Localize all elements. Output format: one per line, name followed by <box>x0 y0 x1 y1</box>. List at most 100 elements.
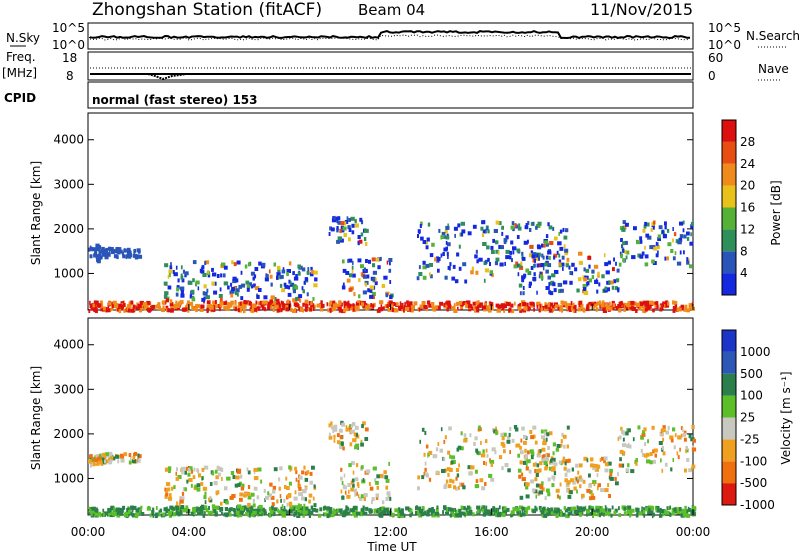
heatmap-cell <box>128 308 131 313</box>
heatmap-cell <box>343 300 346 305</box>
heatmap-cell <box>290 466 293 471</box>
heatmap-cell <box>491 304 494 309</box>
heatmap-cell <box>501 305 505 310</box>
heatmap-cell <box>545 437 548 442</box>
heatmap-cell <box>347 258 349 263</box>
heatmap-cell <box>427 222 431 227</box>
heatmap-cell <box>426 512 429 517</box>
heatmap-cell <box>115 304 118 309</box>
heatmap-cell <box>251 303 257 308</box>
heatmap-cell <box>167 285 172 290</box>
heatmap-cell <box>549 302 554 307</box>
heatmap-cell <box>264 498 266 503</box>
heatmap-cell <box>232 507 236 512</box>
heatmap-cell <box>506 507 510 512</box>
heatmap-cell <box>235 510 240 515</box>
heatmap-cell <box>256 306 260 311</box>
heatmap-cell <box>430 511 433 516</box>
heatmap-cell <box>488 308 492 313</box>
heatmap-cell <box>350 306 353 311</box>
heatmap-cell <box>100 307 104 312</box>
heatmap-cell <box>492 508 495 513</box>
heatmap-cell <box>340 476 343 481</box>
heatmap-cell <box>99 513 102 518</box>
heatmap-cell <box>335 216 338 221</box>
heatmap-cell <box>554 236 558 241</box>
heatmap-cell <box>465 510 468 515</box>
heatmap-cell <box>254 274 257 279</box>
heatmap-cell <box>571 467 574 472</box>
heatmap-cell <box>371 257 376 262</box>
heatmap-cell <box>297 271 301 276</box>
heatmap-cell <box>635 507 640 512</box>
heatmap-cell <box>247 502 251 507</box>
heatmap-cell <box>662 512 664 517</box>
heatmap-cell <box>88 247 91 252</box>
heatmap-cell <box>351 461 355 466</box>
heatmap-cell <box>579 484 582 489</box>
heatmap-cell <box>206 300 211 305</box>
heatmap-cell <box>679 234 684 239</box>
heatmap-cell <box>360 512 363 517</box>
heatmap-cell <box>553 288 557 293</box>
heatmap-cell <box>423 305 428 309</box>
heatmap-cell <box>536 224 541 228</box>
heatmap-cell <box>591 275 595 280</box>
heatmap-cell <box>522 460 526 465</box>
heatmap-cell <box>272 489 276 494</box>
heatmap-cell <box>577 470 580 475</box>
heatmap-cell <box>128 250 131 255</box>
heatmap-cell <box>333 427 338 432</box>
heatmap-cell <box>563 444 566 449</box>
heatmap-cell <box>127 304 132 308</box>
heatmap-cell <box>431 242 435 247</box>
heatmap-cell <box>536 290 538 295</box>
heatmap-cell <box>400 305 403 310</box>
heatmap-cell <box>253 467 258 472</box>
heatmap-cell <box>203 296 206 301</box>
heatmap-cell <box>246 467 249 472</box>
heatmap-cell <box>188 478 193 482</box>
heatmap-cell <box>679 447 681 452</box>
heatmap-cell <box>138 454 142 459</box>
heatmap-cell <box>386 304 389 309</box>
heatmap-cell <box>272 512 276 517</box>
heatmap-cell <box>389 261 391 266</box>
heatmap-cell <box>151 304 155 309</box>
heatmap-cell <box>623 307 626 312</box>
heatmap-cell <box>673 232 677 237</box>
heatmap-cell <box>365 303 367 308</box>
heatmap-cell <box>303 489 307 494</box>
heatmap-cell <box>336 219 339 224</box>
heatmap-cell <box>618 262 622 267</box>
heatmap-cell <box>207 273 211 278</box>
heatmap-cell <box>102 508 105 513</box>
heatmap-cell <box>88 459 92 464</box>
nsky-label: N.Sky <box>6 31 40 45</box>
heatmap-cell <box>177 512 181 517</box>
heatmap-cell <box>423 452 426 457</box>
heatmap-cell <box>620 430 625 435</box>
heatmap-cell <box>519 460 523 465</box>
heatmap-cell <box>267 491 270 496</box>
heatmap-cell <box>306 270 310 275</box>
heatmap-cell <box>120 304 124 309</box>
heatmap-cell <box>440 235 445 239</box>
heatmap-cell <box>328 509 332 514</box>
heatmap-cell <box>525 494 530 499</box>
heatmap-cell <box>297 479 300 484</box>
heatmap-cell <box>417 234 419 238</box>
heatmap-cell <box>451 512 456 517</box>
heatmap-cell <box>476 505 481 510</box>
heatmap-cell <box>529 430 533 434</box>
heatmap-cell <box>253 283 256 288</box>
heatmap-cell <box>609 301 611 306</box>
heatmap-cell <box>136 254 140 259</box>
heatmap-cell <box>657 237 661 241</box>
heatmap-cell <box>562 280 568 285</box>
heatmap-cell <box>296 514 301 518</box>
heatmap-cell <box>611 505 614 510</box>
heatmap-cell <box>495 257 500 262</box>
heatmap-cell <box>128 301 132 306</box>
